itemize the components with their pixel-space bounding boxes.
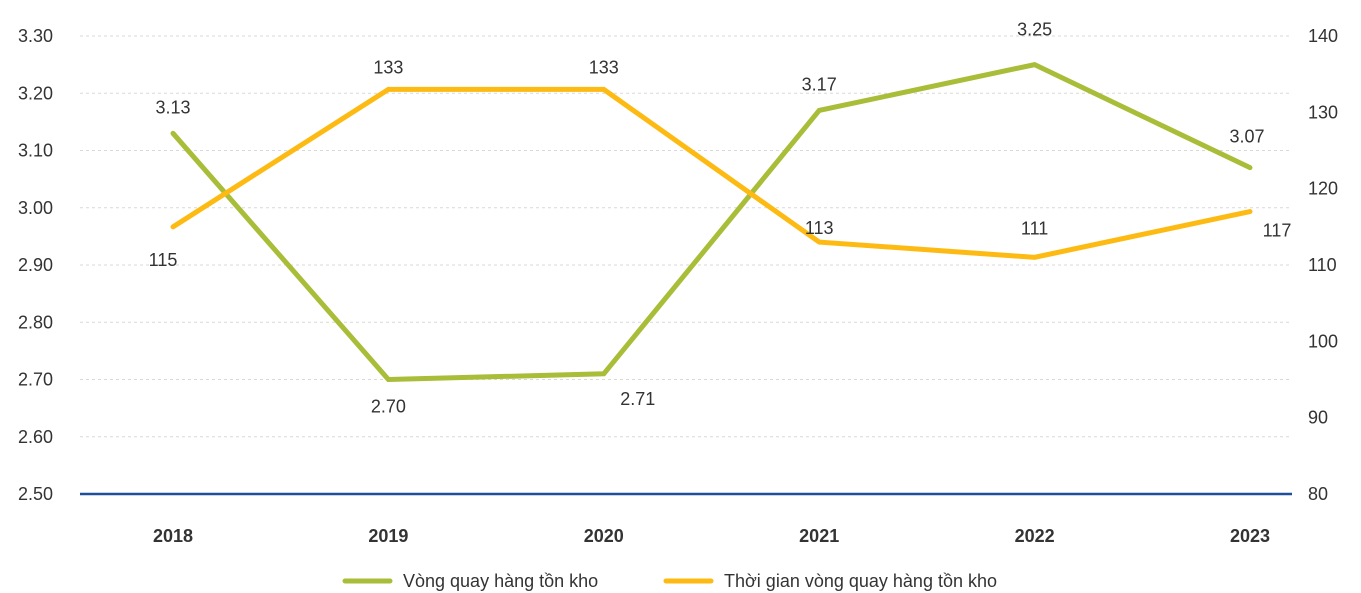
right-tick-label: 90	[1308, 408, 1328, 428]
right-tick-label: 100	[1308, 331, 1338, 351]
right-tick-label: 120	[1308, 179, 1338, 199]
right-tick-label: 140	[1308, 26, 1338, 46]
x-tick-label: 2018	[153, 526, 193, 546]
right-y-axis: 80 90 100 110 120 130 140	[1308, 26, 1338, 504]
data-label: 133	[373, 57, 403, 77]
series-line	[170, 62, 1253, 383]
left-y-axis: 2.50 2.60 2.70 2.80 2.90 3.00 3.10 3.20 3.30	[18, 26, 53, 504]
data-label: 3.17	[802, 74, 837, 94]
data-label: 115	[149, 250, 178, 270]
right-tick-label: 110	[1308, 255, 1337, 275]
right-tick-label: 130	[1308, 102, 1338, 122]
left-tick-label: 2.70	[18, 370, 53, 390]
left-tick-label: 2.60	[18, 427, 53, 447]
x-tick-label: 2021	[799, 526, 839, 546]
left-tick-label: 2.50	[18, 484, 53, 504]
data-label: 117	[1263, 221, 1292, 241]
left-tick-label: 3.00	[18, 198, 53, 218]
series-line	[170, 86, 1253, 260]
data-label: 2.71	[620, 389, 655, 409]
x-axis: 2018 2019 2020 2021 2022 2023	[80, 492, 1292, 546]
left-tick-label: 2.90	[18, 255, 53, 275]
left-tick-label: 3.20	[18, 83, 53, 103]
x-tick-label: 2019	[368, 526, 408, 546]
right-tick-label: 80	[1308, 484, 1328, 504]
data-label: 2.70	[371, 397, 406, 417]
data-label: 111	[1021, 218, 1048, 238]
data-label: 113	[805, 218, 834, 238]
left-tick-label: 3.30	[18, 26, 53, 46]
legend-label: Thời gian vòng quay hàng tồn kho	[724, 571, 997, 591]
x-tick-label: 2022	[1015, 526, 1055, 546]
left-tick-label: 3.10	[18, 141, 53, 161]
x-tick-label: 2020	[584, 526, 624, 546]
data-label: 133	[589, 57, 619, 77]
data-labels: 3.13 2.70 2.71 3.17 3.25 3.07 115 133 133 113 111 1…	[149, 20, 1292, 417]
legend-label: Vòng quay hàng tồn kho	[403, 571, 598, 591]
data-label: 3.07	[1229, 127, 1264, 147]
data-label: 3.25	[1017, 20, 1052, 40]
legend: Vòng quay hàng tồn kho Thời gian vòng qua…	[342, 571, 997, 591]
left-tick-label: 2.80	[18, 312, 53, 332]
x-tick-label: 2023	[1230, 526, 1270, 546]
series-lines	[170, 62, 1253, 383]
data-label: 3.13	[155, 97, 190, 117]
